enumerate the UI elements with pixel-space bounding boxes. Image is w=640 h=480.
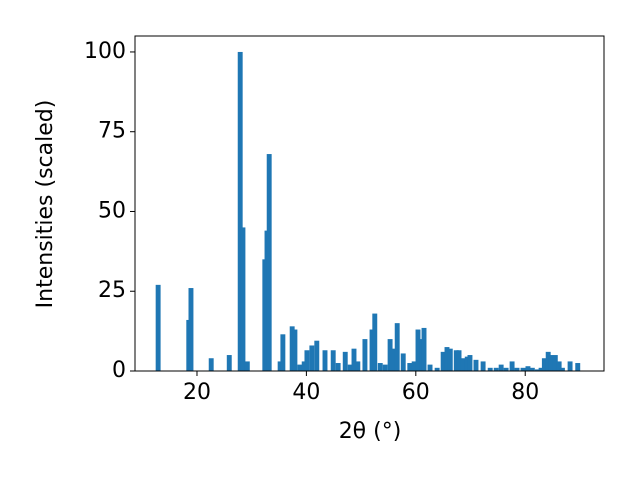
bar [552,355,558,371]
bar [314,340,320,371]
bar [509,361,515,371]
y-tick-label: 50 [98,198,126,223]
bar [498,364,504,371]
bar [541,358,547,371]
bar [525,366,531,371]
bar [309,345,315,371]
bar [538,367,544,371]
bar [480,361,486,371]
bar [473,359,479,371]
x-tick-label: 60 [402,380,430,405]
bar [529,367,535,371]
bar [503,367,509,371]
bar [556,361,562,371]
bar [434,367,440,371]
bar [292,329,298,371]
bar [342,351,348,371]
bar [377,363,383,371]
bar [240,227,246,371]
bar [387,339,393,371]
bar [362,339,368,371]
bar [407,363,413,371]
bar [464,356,470,371]
x-tick-label: 40 [292,380,320,405]
bar [277,361,283,371]
x-tick-label: 20 [183,380,211,405]
bar [453,350,459,371]
bar [330,350,336,371]
bar [237,51,243,371]
bar [280,334,286,371]
bar [415,329,421,371]
bar [456,350,462,371]
plot-frame [134,35,605,372]
bar [559,367,565,371]
bar [548,355,554,371]
bar [447,348,453,371]
bar [266,154,272,371]
bar [355,361,361,371]
bar [487,367,493,371]
bar [347,364,353,371]
bar [297,364,303,371]
bar [400,353,406,371]
bar [301,361,307,371]
bar [335,363,341,371]
bar [188,288,194,371]
bar [575,363,581,371]
y-tick-label: 0 [112,358,126,383]
bar [545,351,551,371]
bar [304,350,310,371]
x-tick-label: 80 [511,380,539,405]
bar [444,347,450,371]
bar [390,348,396,371]
bar [289,326,295,371]
bar [208,358,214,371]
bar [351,348,357,371]
bar [421,327,427,371]
bar [394,323,400,371]
bar [322,350,328,371]
bar [372,313,378,371]
x-axis-label: 2θ (°) [339,419,402,444]
bar [534,369,540,371]
bar [369,329,375,371]
y-axis-label: Intensities (scaled) [33,100,58,309]
bar [411,361,417,371]
bar [440,351,446,371]
bar [460,358,466,371]
bar [467,355,473,371]
bar [514,367,520,371]
bar [567,361,573,371]
bar [427,364,433,371]
bar [226,355,232,371]
bar [244,361,250,371]
y-tick-label: 75 [98,119,126,144]
bar [520,367,526,371]
y-tick-label: 100 [84,39,126,64]
bar [382,364,388,371]
y-tick-label: 25 [98,278,126,303]
bar [155,284,161,371]
bar [493,367,499,371]
